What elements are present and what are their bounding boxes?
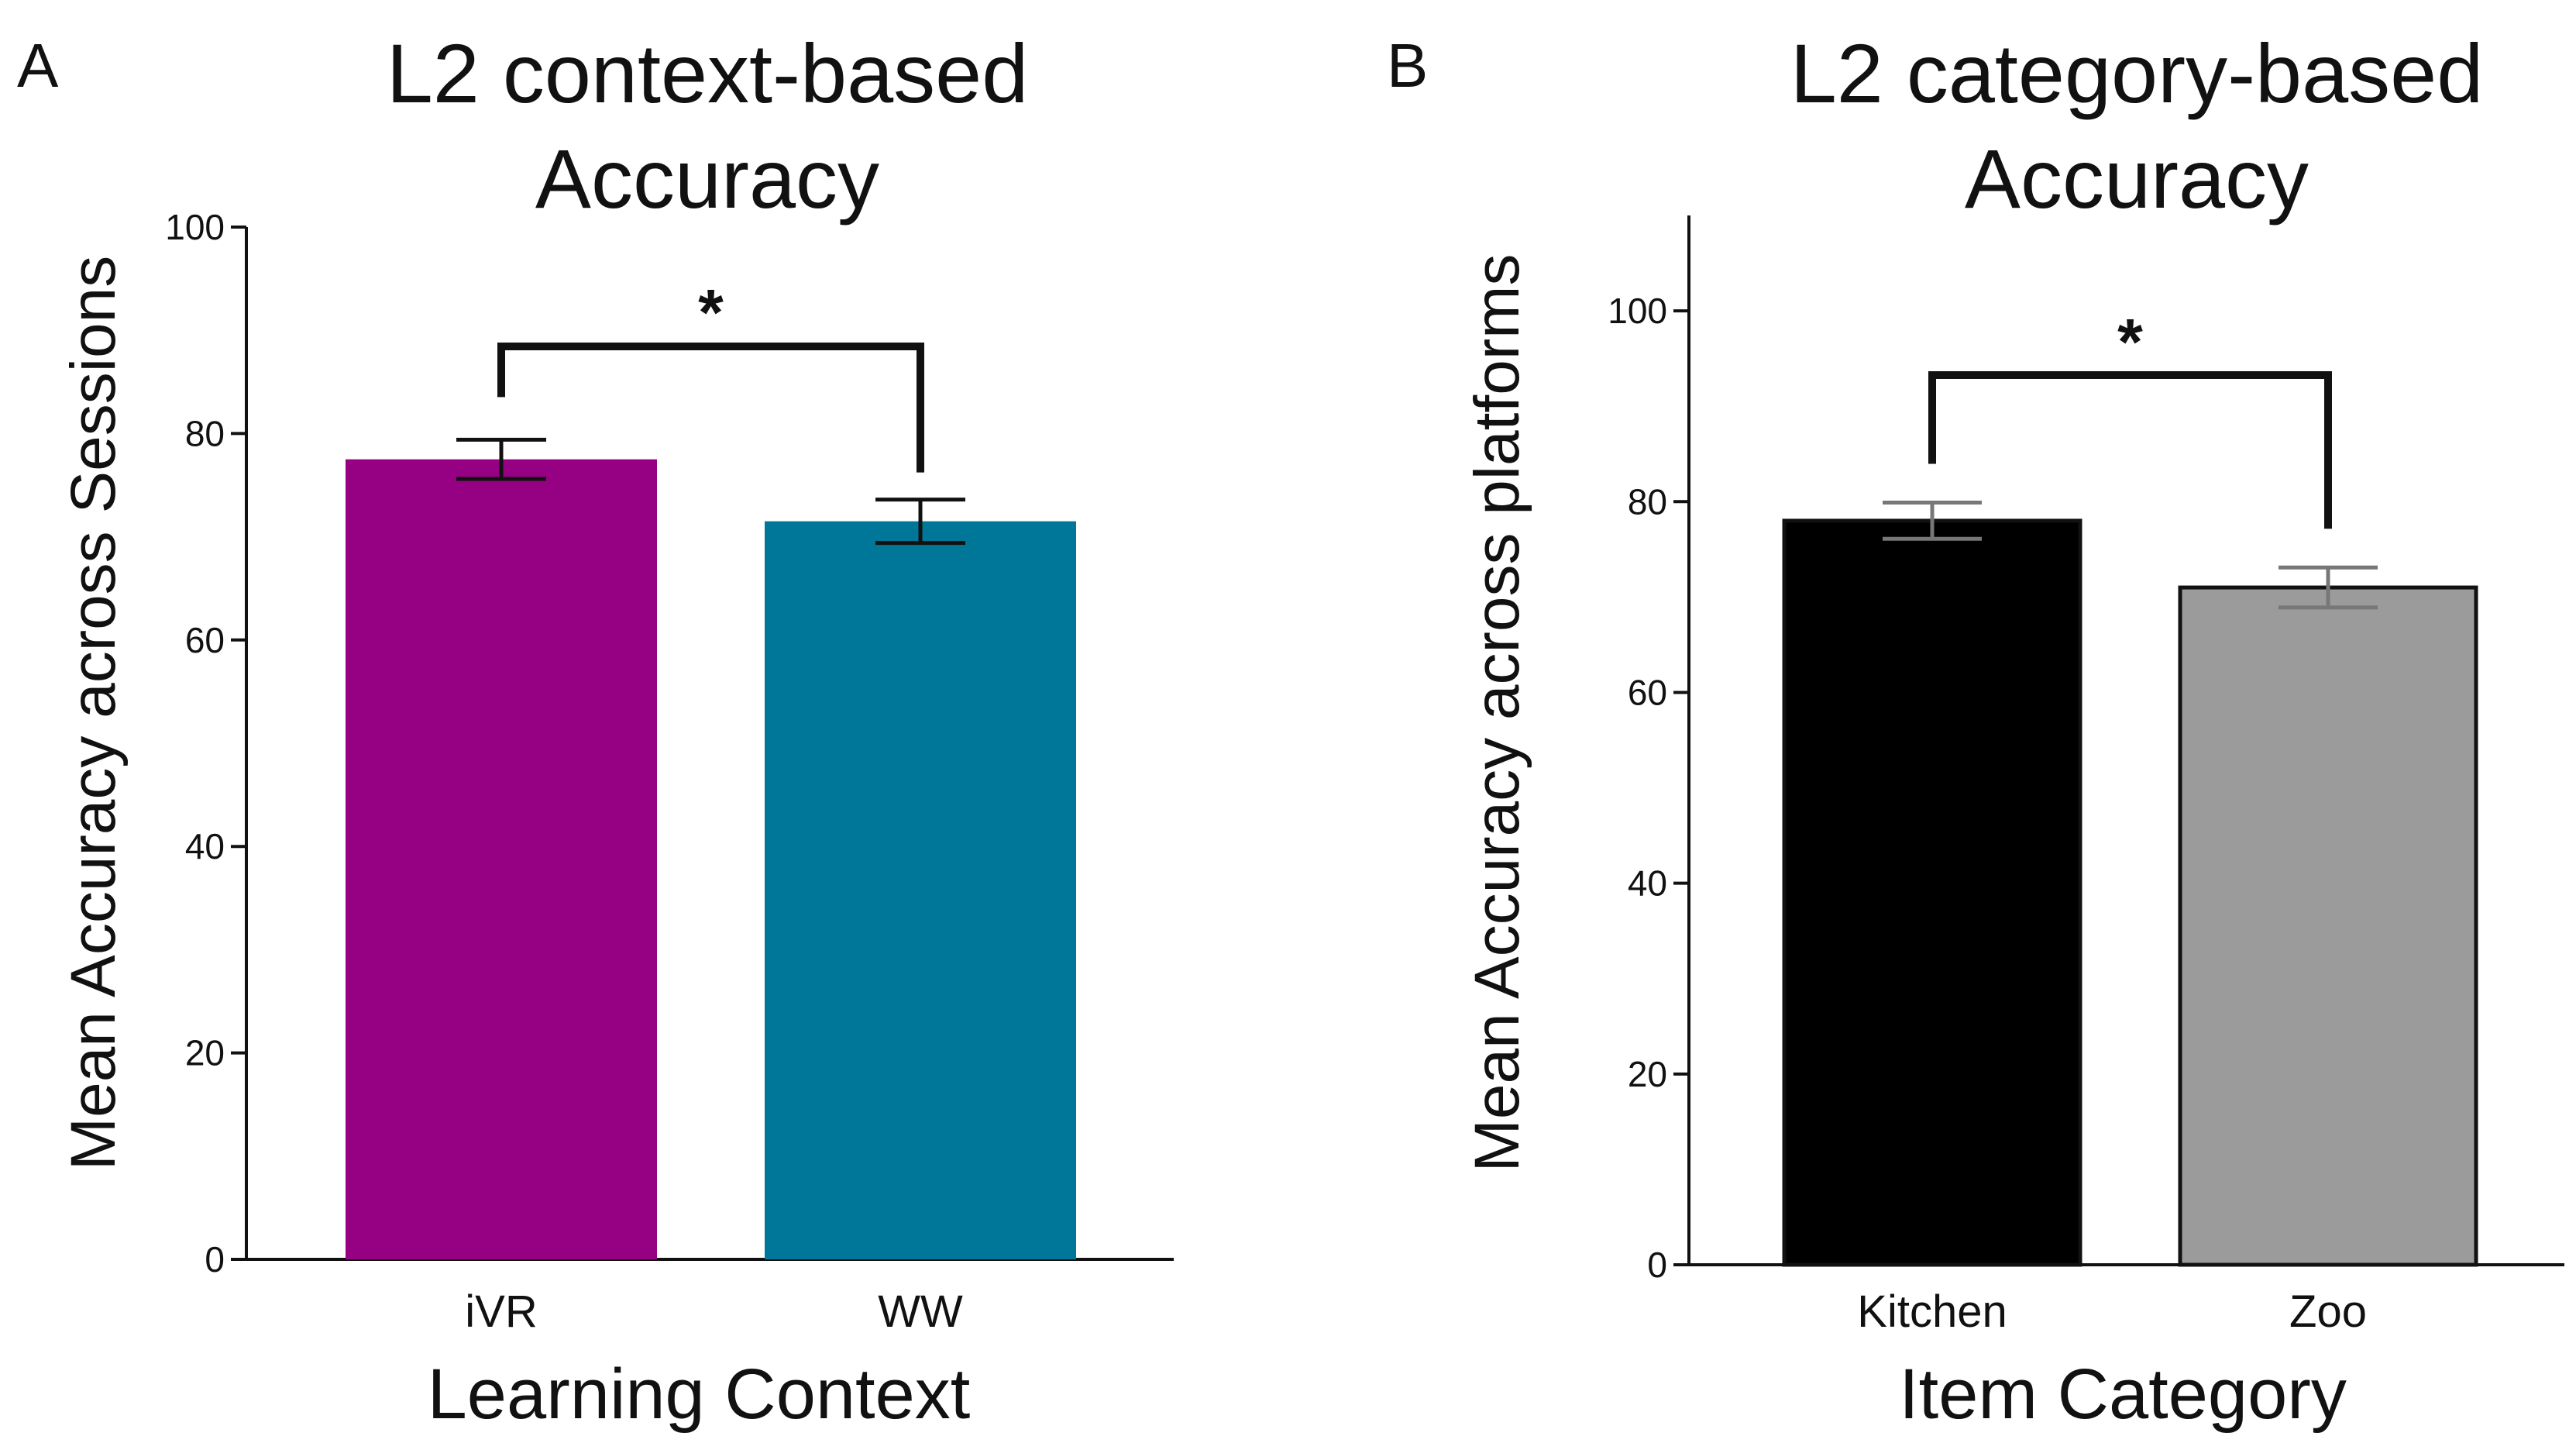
panel-b-y-axis-label: Mean Accuracy across platforms <box>1462 254 1532 1173</box>
panel-a-error-bar-ivr <box>456 437 546 481</box>
panel-b-error-bar-zoo <box>2279 565 2378 610</box>
panel-b-chart: B L2 category-based Accuracy Mean Accura… <box>1387 26 2564 1434</box>
panel-a-y-tick-label: 20 <box>185 1033 225 1073</box>
panel-a-title-line-1: L2 context-based <box>387 26 1029 120</box>
panel-a-category-label-ivr: iVR <box>465 1286 537 1337</box>
panel-b-x-axis-label: Item Category <box>1899 1355 2347 1434</box>
panel-b-title-line-2: Accuracy <box>1965 132 2309 226</box>
panel-a-title-line-2: Accuracy <box>535 132 879 226</box>
panel-a-y-tick-label: 60 <box>185 620 225 660</box>
panel-b-y-tick-label: 80 <box>1628 481 1667 522</box>
panel-a-y-axis-label: Mean Accuracy across Sessions <box>58 256 129 1170</box>
panel-a-bar-ww <box>765 521 1076 1259</box>
panel-a-x-axis-label: Learning Context <box>428 1355 971 1434</box>
panel-b-category-label-zoo: Zoo <box>2289 1286 2367 1337</box>
panel-a-bar-ivr <box>346 459 657 1260</box>
panel-a-y-tick-label: 80 <box>185 413 225 453</box>
panel-a-error-bar-ww <box>875 498 965 546</box>
panel-b-y-tick-label: 40 <box>1628 863 1667 904</box>
panel-b-title-line-1: L2 category-based <box>1790 26 2484 120</box>
panel-b-category-label-kitchen: Kitchen <box>1857 1286 2007 1337</box>
panel-a-category-label-ww: WW <box>878 1286 963 1337</box>
panel-a-y-tick-label: 100 <box>165 207 225 247</box>
panel-a-y-tick-label: 40 <box>185 826 225 866</box>
panel-b-y-tick-label: 100 <box>1608 291 1667 331</box>
panel-b-y-tick-label: 60 <box>1628 672 1667 712</box>
panel-b-y-tick-label: 0 <box>1647 1245 1667 1285</box>
panel-b-letter: B <box>1387 31 1428 100</box>
panel-a-y-tick-label: 0 <box>205 1239 225 1280</box>
panel-b-significance-bracket <box>1928 371 2332 529</box>
panel-b-error-bar-kitchen <box>1883 501 1982 541</box>
panel-b-bar-kitchen <box>1782 518 2082 1267</box>
panel-a-chart: A L2 context-based Accuracy Mean Accurac… <box>17 26 1174 1434</box>
panel-a-letter: A <box>17 31 59 100</box>
panel-b-bar-zoo <box>2178 585 2478 1267</box>
panel-a-significance-star: * <box>698 276 724 349</box>
panel-b-y-tick-label: 20 <box>1628 1054 1667 1094</box>
panel-b-significance-star: * <box>2117 305 2143 378</box>
panel-a-significance-bracket <box>497 343 924 473</box>
